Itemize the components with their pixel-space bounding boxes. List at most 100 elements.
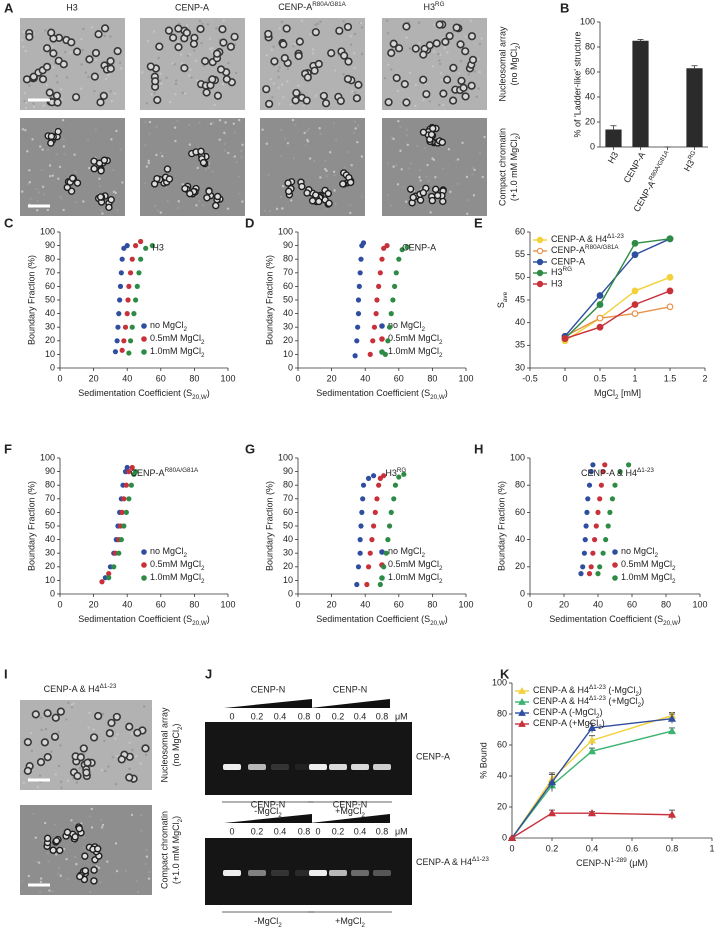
nucleosome	[31, 710, 40, 719]
grain	[64, 50, 67, 54]
grain	[115, 869, 119, 873]
grain	[297, 84, 300, 87]
row-label: Nucleosomal array	[159, 707, 169, 783]
point	[124, 464, 130, 471]
grain	[134, 754, 138, 758]
point	[588, 564, 594, 570]
grain	[360, 155, 364, 158]
x-axis-title-part: Sedimentation Coefficient (S	[549, 614, 663, 624]
titration-wedge	[224, 814, 312, 823]
nucleosome	[315, 197, 323, 206]
grain	[144, 120, 147, 124]
grain	[67, 701, 70, 704]
y-tick-label: 20	[45, 561, 55, 571]
y-tick-label: 0	[288, 362, 293, 372]
grain	[277, 86, 280, 89]
grain	[79, 87, 83, 90]
grain	[69, 51, 72, 54]
grain	[392, 165, 395, 168]
grain	[70, 705, 74, 709]
grain	[35, 187, 38, 191]
point	[360, 482, 367, 488]
grain	[36, 209, 39, 212]
grain	[416, 144, 419, 147]
nucleosome	[213, 91, 223, 100]
grain	[90, 767, 93, 771]
grain	[114, 783, 118, 786]
nucleosome	[439, 89, 448, 98]
grain	[40, 716, 43, 719]
grain	[115, 129, 118, 133]
legend-label: CENP-A & H4Δ1-23 (-MgCl2)	[533, 684, 642, 698]
grain	[419, 179, 422, 182]
grain	[101, 823, 105, 827]
sample-label: CENP-A & H4Δ1-23	[416, 856, 489, 867]
grain	[58, 195, 62, 199]
nucleosome	[73, 771, 82, 781]
titration-wedge	[310, 814, 390, 823]
sample-label-part: Δ1-23	[472, 856, 489, 863]
legend-marker	[612, 549, 618, 555]
nucleosome	[335, 26, 344, 35]
legend-marker	[141, 549, 147, 555]
row-label-part: 2	[177, 818, 184, 822]
point	[376, 482, 382, 488]
legend-label-part: )	[600, 707, 603, 717]
grain	[471, 166, 474, 170]
grain	[48, 164, 52, 167]
nucleosome	[457, 76, 466, 85]
nucleosome	[406, 185, 415, 193]
grain	[291, 118, 295, 122]
grain	[447, 148, 451, 151]
point	[596, 301, 604, 308]
nucleosome	[43, 709, 52, 718]
nucleosome	[205, 187, 213, 196]
point	[133, 297, 139, 303]
x-axis-title-part: )	[207, 388, 210, 398]
point	[355, 297, 362, 303]
nucleosome	[308, 197, 317, 205]
y-tick-label: 30	[45, 548, 55, 558]
point	[364, 581, 370, 588]
nucleosome	[23, 766, 32, 775]
nucleosome	[226, 42, 235, 51]
concentration-label: 0.4	[354, 826, 367, 836]
x-tick-label: 1.5	[664, 373, 677, 383]
point	[112, 349, 119, 355]
grain	[90, 807, 93, 811]
grain	[223, 149, 227, 152]
point	[134, 283, 140, 289]
x-tick-label: CENP-A	[622, 150, 648, 184]
nucleosome	[72, 47, 82, 56]
legend-label-part: no MgCl	[388, 320, 422, 330]
row-label: Nucleosomal array	[497, 26, 507, 102]
y-tick-label: 50	[45, 520, 55, 530]
point	[667, 714, 677, 722]
point	[121, 523, 127, 529]
nucleosome	[218, 25, 227, 34]
y-tick-label: 40	[283, 534, 293, 544]
grain	[263, 209, 267, 212]
legend-label: no MgCl2	[150, 546, 188, 559]
grain	[224, 121, 227, 124]
point	[381, 564, 387, 570]
legend-marker	[379, 323, 385, 329]
point	[359, 509, 365, 515]
grain	[464, 35, 468, 38]
grain	[36, 785, 40, 789]
point	[666, 303, 674, 311]
grain	[72, 702, 75, 705]
point	[388, 509, 394, 515]
point	[357, 550, 363, 556]
nucleosome	[49, 49, 58, 58]
legend-label-part: 2	[184, 552, 188, 559]
titrant-label: CENP-N	[333, 684, 368, 694]
legend-label-part: CENP-A & H4	[551, 234, 607, 244]
point	[373, 311, 379, 317]
grain	[119, 148, 122, 151]
gel-band	[309, 764, 327, 770]
row-label: (no MgCl2)	[171, 723, 184, 766]
grain	[267, 173, 270, 177]
grain	[334, 69, 337, 72]
grain	[100, 768, 103, 772]
